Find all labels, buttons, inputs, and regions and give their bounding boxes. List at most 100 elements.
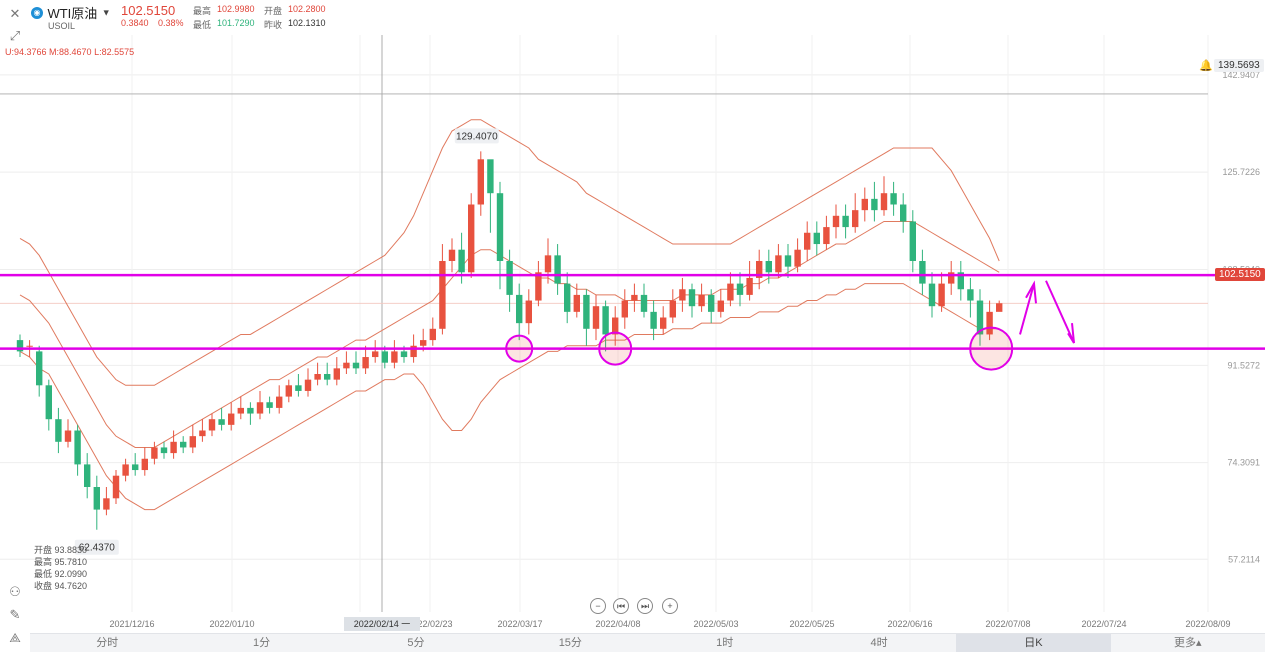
candle-body xyxy=(132,464,139,471)
candle-body xyxy=(362,357,369,369)
pencil-icon[interactable]: ✎ xyxy=(9,607,21,622)
candle xyxy=(141,447,148,476)
price-tick-label: 57.2114 xyxy=(1228,554,1260,564)
tab-timeframe[interactable]: 5分 xyxy=(407,637,425,649)
projection-arrow-up-head xyxy=(1025,280,1037,304)
candle xyxy=(132,453,139,476)
candle xyxy=(736,272,744,307)
candle xyxy=(55,407,62,454)
date-tick-label: 2022/04/08 xyxy=(595,619,640,629)
crosshair-date-label: 2022/02/14 一 xyxy=(344,617,420,631)
candle-body xyxy=(410,345,417,358)
tab-timeframe[interactable]: 分时 xyxy=(96,637,119,649)
candle xyxy=(448,238,456,273)
candle-body xyxy=(276,396,283,408)
skip-end-button[interactable]: ⏭ xyxy=(637,598,653,614)
close-icon[interactable]: ✕ xyxy=(9,6,21,21)
candle xyxy=(151,441,158,465)
candle xyxy=(842,204,849,239)
candle xyxy=(16,334,24,358)
alert-bell-icon[interactable]: 🔔 xyxy=(1199,60,1213,72)
open-value: 102.2800 xyxy=(288,4,326,14)
candle-body xyxy=(93,487,100,510)
candle xyxy=(199,419,206,442)
chart-annotations: 129.4070 62.4370 xyxy=(74,128,499,555)
date-tick-label: 2022/07/08 xyxy=(985,619,1030,629)
candle-body xyxy=(352,362,360,369)
candle xyxy=(957,261,964,301)
candle xyxy=(564,272,571,324)
candle xyxy=(996,300,1003,312)
zoom-out-button[interactable]: − xyxy=(590,598,606,614)
symbol-header[interactable]: ◉ WTI原油 ▼ xyxy=(31,3,111,22)
candle-body xyxy=(314,374,321,380)
candle-body xyxy=(218,419,225,425)
candle-body xyxy=(112,475,120,499)
indicator-icon[interactable]: ⚇ xyxy=(9,584,21,599)
candle-body xyxy=(794,249,801,267)
symbol-logo-icon: ◉ xyxy=(31,6,43,19)
candle xyxy=(468,193,475,278)
candle-body xyxy=(381,351,388,363)
candle-body xyxy=(525,300,532,324)
price-tick-label: 91.5272 xyxy=(1227,360,1260,370)
candle xyxy=(765,249,772,284)
candle-body xyxy=(199,430,206,437)
candle xyxy=(314,362,321,386)
tab-timeframe[interactable]: 1分 xyxy=(253,637,271,649)
tab-timeframe[interactable]: 15分 xyxy=(558,637,582,649)
date-tick-label: 2022/03/17 xyxy=(497,619,542,629)
candle xyxy=(112,470,120,504)
candle xyxy=(208,413,216,437)
min-price-label: 62.4370 xyxy=(74,539,119,555)
candle-body xyxy=(36,351,43,386)
candle-body xyxy=(948,272,955,284)
candle-body xyxy=(938,283,945,307)
candle xyxy=(928,272,936,318)
candle-body xyxy=(861,198,868,211)
projection-arrow-down xyxy=(1045,280,1075,344)
candle xyxy=(506,249,513,312)
tab-timeframe[interactable]: 更多▴ xyxy=(1174,637,1202,649)
candle-body xyxy=(708,294,715,312)
candle xyxy=(237,396,244,420)
candle-body xyxy=(400,351,408,358)
candle-body xyxy=(631,294,638,301)
candle-body xyxy=(900,204,907,222)
candle xyxy=(861,187,868,222)
candle xyxy=(621,289,628,329)
chevron-down-icon[interactable]: ▼ xyxy=(101,7,111,18)
current-price-tag: 102.5150 xyxy=(1215,268,1265,281)
candle xyxy=(64,419,72,448)
low-label: 最低 xyxy=(193,20,212,30)
candle xyxy=(343,351,350,374)
price-tick-label: 74.3091 xyxy=(1227,458,1260,468)
candle-body xyxy=(996,303,1003,312)
candle xyxy=(247,402,254,425)
candle-body xyxy=(698,294,705,307)
candle xyxy=(554,244,561,295)
tab-timeframe[interactable]: 1时 xyxy=(716,637,734,649)
tab-timeframe[interactable]: 日K xyxy=(956,634,1111,652)
min-price-label-bg xyxy=(74,539,119,555)
candle xyxy=(612,306,619,346)
candle xyxy=(228,402,235,431)
candle-body xyxy=(16,340,24,352)
date-tick-label: 2022/05/03 xyxy=(693,619,738,629)
drawing-tools-icon[interactable]: ⟁ xyxy=(9,630,21,645)
candle-body xyxy=(448,249,456,261)
date-tick-label: 2022/02/23 xyxy=(407,619,452,629)
expand-icon[interactable]: ⤢ xyxy=(9,28,21,43)
candle xyxy=(256,390,264,420)
skip-start-button[interactable]: ⏮ xyxy=(613,598,629,614)
candle-body xyxy=(420,340,427,346)
candle-body xyxy=(775,255,782,273)
candle-body xyxy=(160,447,168,454)
zoom-in-button[interactable]: + xyxy=(662,598,678,614)
tab-timeframe[interactable]: 4时 xyxy=(870,637,888,649)
boll-upper-line xyxy=(19,119,1000,386)
candle-body xyxy=(986,311,993,335)
timeframe-tabs: 分时 1分 5分 15分 1时 4时 日K 更多▴ xyxy=(30,633,1265,652)
candle xyxy=(602,300,609,352)
